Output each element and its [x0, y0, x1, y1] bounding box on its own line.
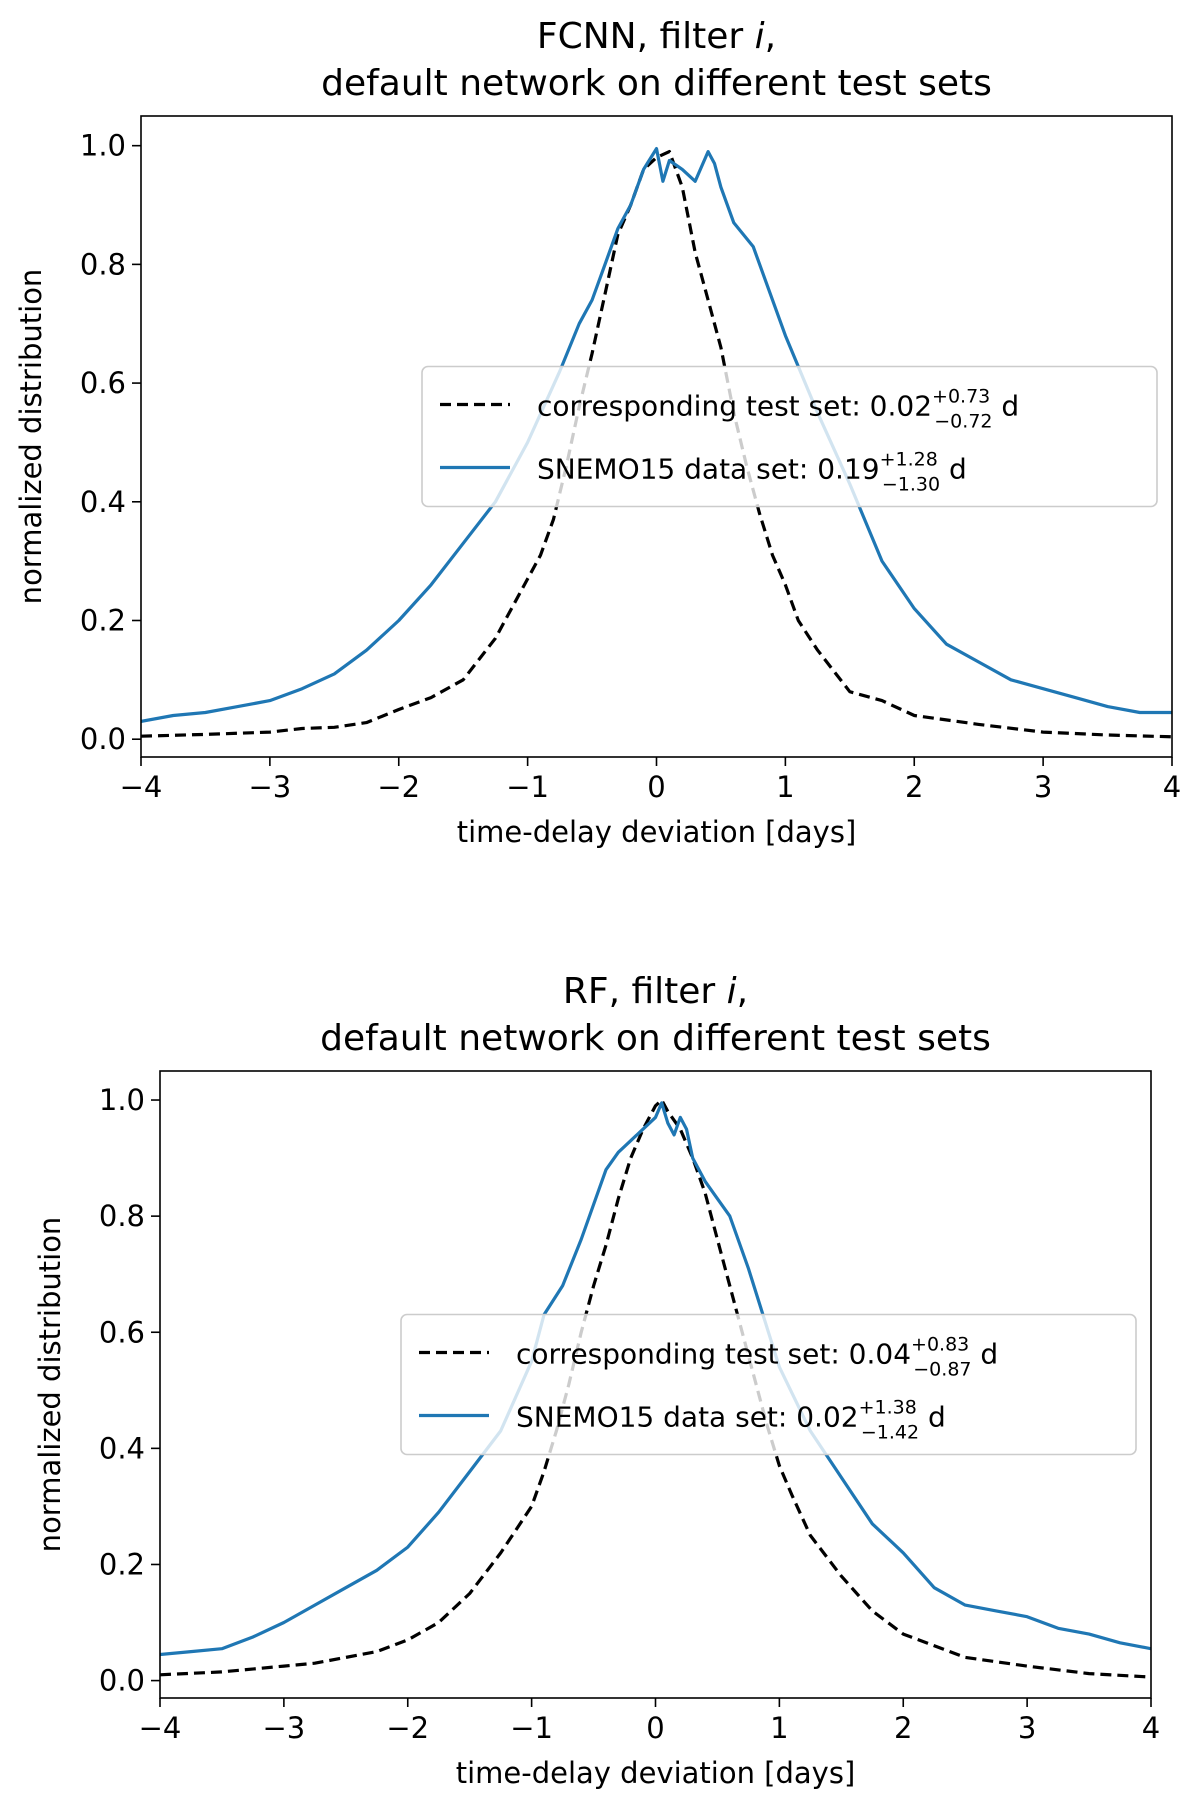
- x-axis-label: time-delay deviation [days]: [457, 815, 857, 849]
- y-tick-label: 0.8: [99, 1199, 145, 1233]
- x-axis-label: time-delay deviation [days]: [456, 1756, 856, 1790]
- y-tick-label: 0.4: [80, 485, 126, 519]
- legend-box: [421, 365, 1158, 508]
- y-tick-label: 0.6: [99, 1315, 145, 1349]
- x-tick-label: −1: [510, 1711, 553, 1745]
- chart-title-line2: default network on different test sets: [321, 63, 992, 104]
- x-tick-label: −4: [139, 1711, 182, 1745]
- x-tick-label: 1: [776, 770, 794, 804]
- x-tick-label: 1: [770, 1711, 788, 1745]
- legend: corresponding test set: 0.02+0.73 −0.72 d…: [421, 365, 1158, 508]
- y-tick-label: 0.0: [80, 722, 126, 756]
- y-tick-label: 0.2: [80, 603, 126, 637]
- legend-entry-label: corresponding test set: 0.02+0.73 −0.72 d: [537, 386, 1019, 433]
- x-tick-label: −4: [120, 770, 163, 804]
- legend: corresponding test set: 0.04+0.83 −0.87 d…: [400, 1313, 1137, 1456]
- y-tick-label: 0.4: [99, 1431, 145, 1465]
- y-tick-label: 1.0: [99, 1083, 145, 1117]
- series-line-test-set: [160, 1098, 1151, 1679]
- y-tick-label: 0.2: [99, 1547, 145, 1581]
- series-line-snemo15: [160, 1101, 1151, 1657]
- x-tick-label: −3: [249, 770, 292, 804]
- x-tick-label: −2: [386, 1711, 429, 1745]
- fcnn-chart: FCNN, filter i, default network on differ…: [14, 16, 1181, 849]
- series-line-snemo15: [141, 147, 1172, 723]
- x-tick-label: −2: [377, 770, 420, 804]
- x-tick-label: 0: [647, 770, 665, 804]
- y-tick-label: 0.6: [80, 366, 126, 400]
- x-tick-label: −3: [263, 1711, 306, 1745]
- chart-title-line1: RF, filter i,: [563, 971, 748, 1012]
- x-tick-label: 0: [646, 1711, 664, 1745]
- y-axis-label: normalized distribution: [33, 1217, 67, 1553]
- x-tick-label: 2: [894, 1711, 912, 1745]
- y-tick-label: 1.0: [80, 129, 126, 163]
- x-tick-label: 3: [1034, 770, 1052, 804]
- y-axis-label: normalized distribution: [14, 269, 48, 605]
- y-tick-label: 0.0: [99, 1664, 145, 1698]
- chart-title-line2: default network on different test sets: [320, 1018, 991, 1059]
- x-tick-label: 3: [1018, 1711, 1036, 1745]
- series-line-test-set: [141, 150, 1172, 739]
- legend-entry-label: SNEMO15 data set: 0.02+1.38 −1.42 d: [516, 1397, 946, 1444]
- chart-title-line1: FCNN, filter i,: [537, 16, 776, 57]
- x-tick-label: 2: [905, 770, 923, 804]
- legend-box: [400, 1313, 1137, 1456]
- x-tick-label: 4: [1163, 770, 1181, 804]
- x-tick-label: 4: [1142, 1711, 1160, 1745]
- y-tick-label: 0.8: [80, 247, 126, 281]
- x-tick-label: −1: [506, 770, 549, 804]
- legend-entry-label: corresponding test set: 0.04+0.83 −0.87 d: [516, 1334, 998, 1381]
- legend-entry-label: SNEMO15 data set: 0.19+1.28 −1.30 d: [537, 449, 967, 496]
- rf-chart: RF, filter i, default network on differen…: [33, 971, 1160, 1790]
